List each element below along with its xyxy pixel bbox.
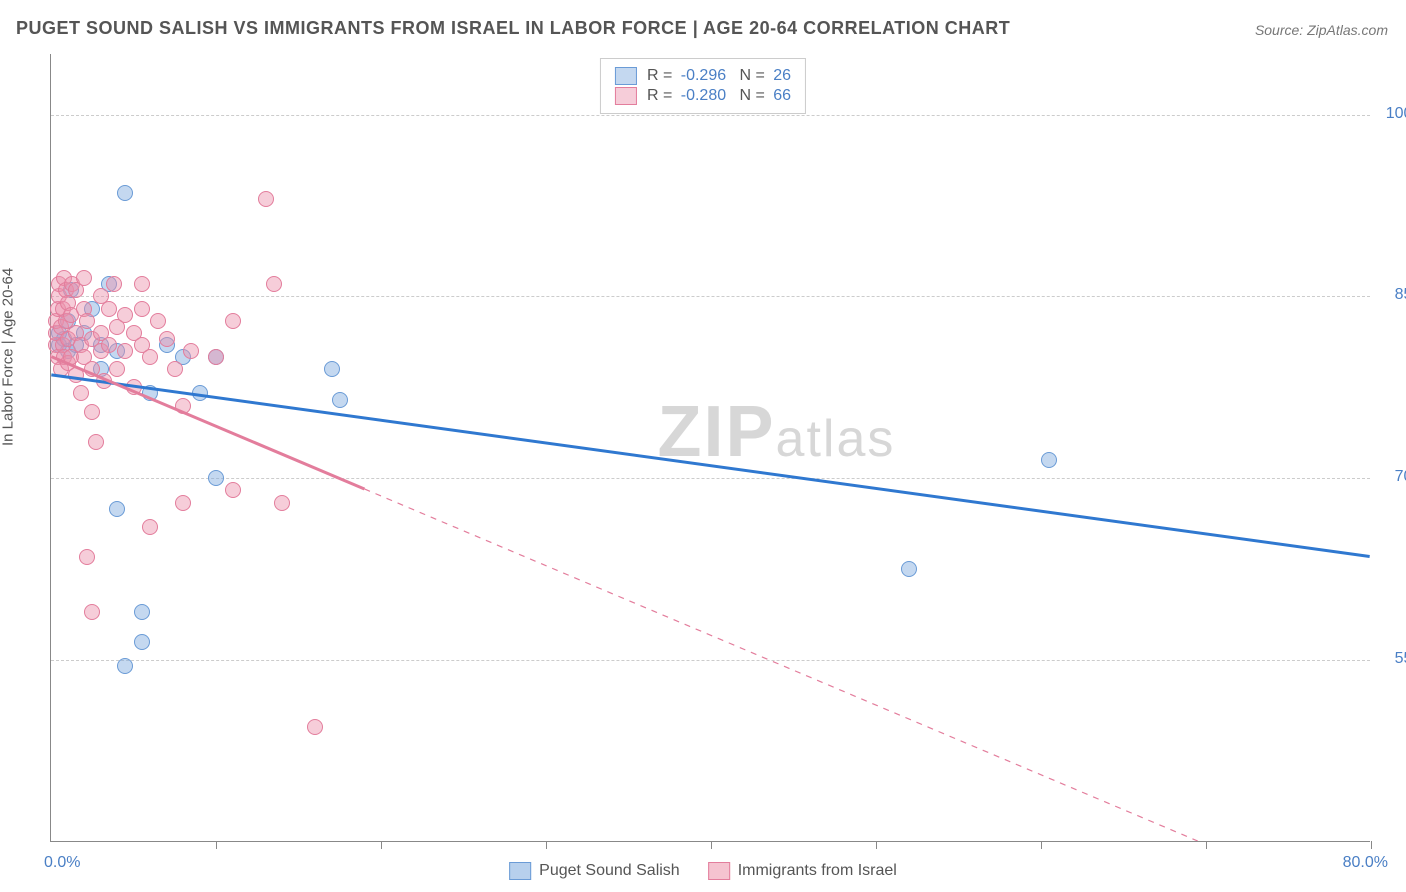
legend-text: R = -0.296 N = 26 <box>647 67 791 85</box>
data-point <box>117 343 133 359</box>
data-point <box>76 270 92 286</box>
xtick <box>876 841 877 849</box>
data-point <box>225 313 241 329</box>
watermark-light: atlas <box>776 410 896 468</box>
data-point <box>142 349 158 365</box>
series-legend-label: Immigrants from Israel <box>738 862 897 880</box>
data-point <box>150 313 166 329</box>
gridline <box>51 115 1370 116</box>
data-point <box>109 361 125 377</box>
ytick-label: 100.0% <box>1376 105 1406 123</box>
chart-title: PUGET SOUND SALISH VS IMMIGRANTS FROM IS… <box>16 18 1010 39</box>
legend-row: R = -0.296 N = 26 <box>615 67 791 85</box>
y-axis-label: In Labor Force | Age 20-64 <box>0 268 17 446</box>
data-point <box>274 495 290 511</box>
data-point <box>117 307 133 323</box>
series-legend-item: Puget Sound Salish <box>509 862 680 880</box>
data-point <box>84 604 100 620</box>
ytick-label: 55.0% <box>1376 650 1406 668</box>
data-point <box>175 398 191 414</box>
data-point <box>175 495 191 511</box>
xtick <box>546 841 547 849</box>
gridline <box>51 660 1370 661</box>
data-point <box>307 719 323 735</box>
data-point <box>79 313 95 329</box>
x-origin-label: 0.0% <box>44 854 80 872</box>
xtick <box>381 841 382 849</box>
data-point <box>192 385 208 401</box>
data-point <box>134 634 150 650</box>
chart-container: PUGET SOUND SALISH VS IMMIGRANTS FROM IS… <box>0 0 1406 892</box>
data-point <box>88 434 104 450</box>
data-point <box>208 470 224 486</box>
data-point <box>117 185 133 201</box>
data-point <box>126 379 142 395</box>
data-point <box>324 361 340 377</box>
data-point <box>101 301 117 317</box>
data-point <box>258 191 274 207</box>
xtick <box>1041 841 1042 849</box>
data-point <box>117 658 133 674</box>
data-point <box>106 276 122 292</box>
legend-swatch <box>708 862 730 880</box>
data-point <box>84 404 100 420</box>
watermark: ZIPatlas <box>658 391 896 473</box>
gridline <box>51 296 1370 297</box>
data-point <box>142 519 158 535</box>
legend-swatch <box>509 862 531 880</box>
data-point <box>159 331 175 347</box>
watermark-bold: ZIP <box>658 392 776 472</box>
data-point <box>266 276 282 292</box>
data-point <box>142 385 158 401</box>
data-point <box>134 301 150 317</box>
correlation-legend: R = -0.296 N = 26 R = -0.280 N = 66 <box>600 58 806 114</box>
series-legend-item: Immigrants from Israel <box>708 862 897 880</box>
data-point <box>101 337 117 353</box>
data-point <box>167 361 183 377</box>
legend-swatch <box>615 87 637 105</box>
data-point <box>183 343 199 359</box>
data-point <box>1041 452 1057 468</box>
x-max-label: 80.0% <box>1343 854 1388 872</box>
xtick <box>216 841 217 849</box>
source-citation: Source: ZipAtlas.com <box>1255 22 1388 38</box>
data-point <box>332 392 348 408</box>
xtick <box>711 841 712 849</box>
legend-swatch <box>615 67 637 85</box>
data-point <box>79 549 95 565</box>
legend-text: R = -0.280 N = 66 <box>647 87 791 105</box>
regression-lines <box>51 54 1370 841</box>
data-point <box>134 276 150 292</box>
data-point <box>225 482 241 498</box>
ytick-label: 85.0% <box>1376 286 1406 304</box>
data-point <box>901 561 917 577</box>
data-point <box>73 385 89 401</box>
legend-row: R = -0.280 N = 66 <box>615 87 791 105</box>
gridline <box>51 478 1370 479</box>
ytick-label: 70.0% <box>1376 468 1406 486</box>
data-point <box>208 349 224 365</box>
series-legend: Puget Sound Salish Immigrants from Israel <box>509 862 897 880</box>
plot-area: ZIPatlas 55.0%70.0%85.0%100.0% <box>50 54 1370 842</box>
xtick <box>1206 841 1207 849</box>
xtick <box>1371 841 1372 849</box>
data-point <box>68 367 84 383</box>
data-point <box>109 501 125 517</box>
series-legend-label: Puget Sound Salish <box>539 862 680 880</box>
data-point <box>96 373 112 389</box>
data-point <box>134 604 150 620</box>
